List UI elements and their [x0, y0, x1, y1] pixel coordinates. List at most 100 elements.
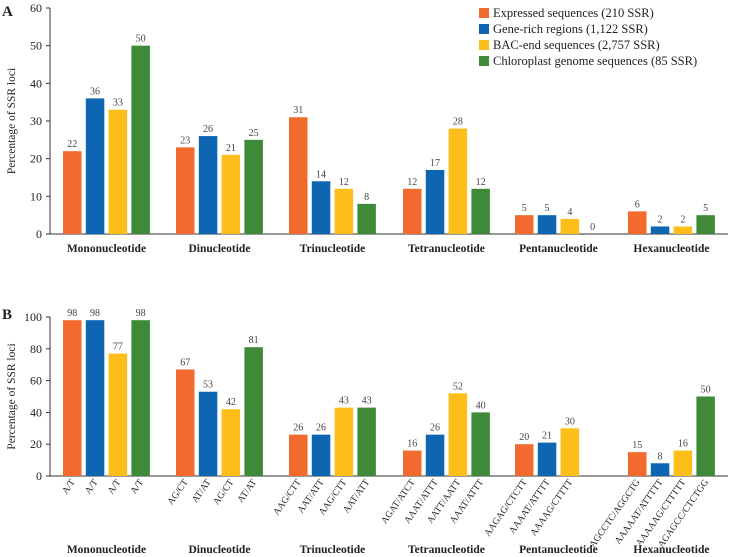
panel-b-motif-label: A/T	[129, 478, 146, 496]
legend-label: Gene-rich regions (1,122 SSR)	[493, 22, 648, 36]
panel-a-bar-value-label: 12	[476, 177, 486, 188]
panel-b-motif-label: AG/CT	[166, 478, 191, 507]
panel-b-bar	[198, 391, 218, 476]
panel-a-bar	[515, 215, 534, 234]
panel-b-bar	[131, 320, 150, 476]
panel-b-bar-value-label: 16	[678, 439, 688, 450]
panel-b-bar-value-label: 98	[90, 308, 100, 319]
panel-a-bar-value-label: 12	[339, 177, 349, 188]
panel-b-y-tick-label: 20	[30, 437, 42, 451]
panel-a-category-label: Trinucleotide	[300, 243, 366, 255]
panel-b-bar	[650, 463, 670, 476]
panel-a-y-tick-label: 20	[30, 152, 42, 166]
legend-label: BAC-end sequences (2,757 SSR)	[493, 38, 660, 52]
panel-a-category-label: Dinucleotide	[188, 243, 250, 255]
panel-a-y-tick-label: 10	[30, 189, 42, 203]
panel-a-bar-value-label: 26	[203, 124, 213, 135]
panel-a-bar	[198, 136, 218, 234]
panel-b-bar	[63, 320, 82, 476]
panel-b-bar	[221, 409, 241, 476]
panel-a-bar-value-label: 2	[680, 214, 685, 225]
panel-b-bar	[628, 452, 647, 476]
panel-b-category-label: Mononucleotide	[67, 544, 146, 556]
panel-b-bar-value-label: 30	[565, 416, 575, 427]
panel-a-bar-value-label: 5	[545, 203, 550, 214]
panel-a-y-tick-label: 60	[30, 1, 42, 15]
panel-b-bar-value-label: 21	[542, 431, 552, 442]
panel-a-bar-value-label: 25	[249, 128, 259, 139]
panel-b-bar	[673, 450, 693, 476]
panel-b-bar-value-label: 8	[658, 451, 663, 462]
panel-b-bar-value-label: 52	[453, 381, 463, 392]
panel-a-y-tick-label: 50	[30, 39, 42, 53]
panel-a-bar-value-label: 8	[364, 192, 369, 203]
panel-a-bar-value-label: 14	[316, 169, 326, 180]
panel-b-y-tick-label: 100	[24, 310, 42, 324]
panel-b-bar	[357, 407, 376, 476]
panel-a-category-label: Mononucleotide	[67, 243, 146, 255]
panel-b-bar	[471, 412, 490, 476]
panel-b-bar	[289, 434, 308, 476]
panel-b-bar	[515, 444, 534, 476]
panel-b-bar-value-label: 81	[249, 335, 259, 346]
panel-a-bar-value-label: 6	[635, 199, 640, 210]
panel-b-bar-value-label: 43	[362, 396, 372, 407]
panel-a-bar-value-label: 21	[226, 143, 236, 154]
panel-b-bar	[311, 434, 331, 476]
panel-b-motif-label: A/T	[84, 478, 101, 496]
panel-b-bar	[696, 396, 715, 476]
panel-a-bar	[176, 147, 195, 234]
panel-a-bar-value-label: 28	[453, 117, 463, 128]
panel-a-category-label: Tetranucleotide	[408, 243, 485, 255]
panel-a-label: A	[2, 4, 13, 20]
panel-a-bar	[221, 154, 241, 234]
panel-a-bar-value-label: 4	[567, 207, 572, 218]
panel-a-bar	[560, 218, 580, 234]
panel-a-bar-value-label: 22	[67, 139, 77, 150]
panel-b-bar-value-label: 67	[180, 357, 190, 368]
panel-b-category-label: Tetranucleotide	[408, 544, 485, 556]
panel-a-bar-value-label: 31	[293, 105, 303, 116]
panel-b-bar-value-label: 98	[67, 308, 77, 319]
panel-a-bar-value-label: 36	[90, 86, 100, 97]
panel-b-bar	[85, 320, 105, 476]
panel-b-y-tick-label: 0	[36, 469, 42, 483]
panel-a-bar	[650, 226, 670, 234]
panel-b-motif-label: A/T	[61, 478, 78, 496]
panel-a-bar	[537, 215, 557, 234]
panel-a-bar	[448, 128, 468, 234]
panel-b-category-label: Dinucleotide	[188, 544, 250, 556]
panel-b-motif-label: A/T	[106, 478, 123, 496]
panel-a-bar	[673, 226, 693, 234]
panel-b-bar-value-label: 15	[632, 440, 642, 451]
panel-b-bar	[108, 353, 128, 476]
panel-a-bar-value-label: 5	[703, 203, 708, 214]
panel-b-category-label: Pentanucleotide	[519, 544, 598, 556]
panel-a-bar-value-label: 17	[430, 158, 440, 169]
panel-a-category-label: Hexanucleotide	[633, 243, 709, 255]
panel-b-bar-value-label: 26	[293, 423, 303, 434]
panel-b-bar-value-label: 98	[136, 308, 146, 319]
panel-b-bar-value-label: 16	[407, 439, 417, 450]
legend-swatch	[479, 40, 489, 50]
panel-b-motif-label: AT/AT	[236, 478, 259, 505]
legend-label: Chloroplast genome sequences (85 SSR)	[493, 54, 697, 68]
panel-a-y-axis-label: Percentage of SSR loci	[6, 68, 18, 174]
panel-b-motif-label: AG/CT	[212, 478, 237, 507]
panel-a-bar	[108, 109, 128, 234]
panel-b-bar-value-label: 26	[316, 423, 326, 434]
panel-a-bar	[63, 151, 82, 234]
panel-a-bar	[131, 45, 150, 234]
panel-b-bar	[425, 434, 445, 476]
panel-a-y-tick-label: 30	[30, 114, 42, 128]
panel-b-bar	[560, 428, 580, 476]
panel-b-bar-value-label: 20	[519, 432, 529, 443]
panel-b-bar	[448, 393, 468, 476]
panel-b-bar-value-label: 77	[113, 342, 123, 353]
legend-swatch	[479, 8, 489, 18]
panel-a-bar	[311, 181, 331, 234]
panel-a-y-tick-label: 40	[30, 76, 42, 90]
panel-a-bar	[696, 215, 715, 234]
panel-a-bar-value-label: 0	[590, 222, 595, 233]
